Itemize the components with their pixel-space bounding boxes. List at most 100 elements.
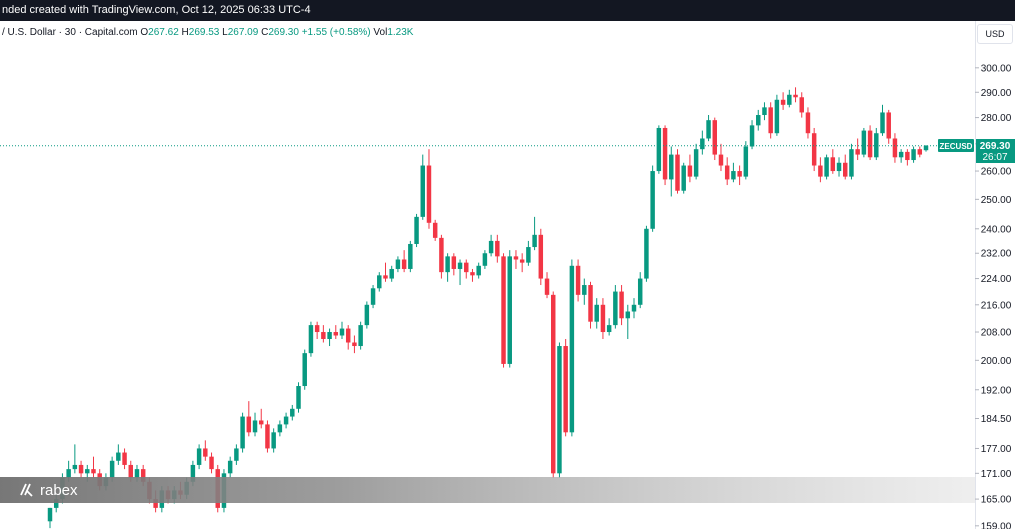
candle-body — [457, 262, 463, 269]
candle-body — [482, 253, 488, 266]
candle-body — [122, 452, 127, 465]
candle — [538, 228, 544, 286]
candle-body — [333, 332, 339, 336]
candle-body — [203, 448, 208, 457]
candle-body — [513, 256, 519, 260]
candle-body — [923, 145, 929, 151]
candle-body — [830, 157, 836, 172]
candle-body — [501, 256, 506, 364]
candle — [756, 109, 761, 131]
candle — [588, 281, 593, 329]
candle-body — [588, 285, 593, 322]
candle — [762, 102, 767, 121]
candle — [401, 250, 407, 273]
candle — [563, 338, 568, 437]
candle — [277, 420, 283, 437]
candle-body — [140, 469, 146, 482]
candle — [47, 507, 53, 529]
candle — [308, 321, 314, 357]
candle — [333, 325, 339, 339]
candle-body — [308, 325, 314, 354]
price-axis-label: 192.00 — [981, 385, 1012, 396]
candle — [625, 304, 631, 339]
candle-body — [240, 416, 245, 449]
currency-button[interactable]: USD — [977, 24, 1013, 44]
candle — [811, 127, 817, 172]
candle-body — [476, 265, 481, 276]
candle-body — [650, 171, 655, 229]
candle — [507, 250, 512, 368]
candle-body — [681, 165, 686, 191]
close-label: C — [261, 27, 269, 38]
candle-body — [91, 469, 96, 474]
candle-body — [824, 157, 829, 177]
candle-body — [314, 325, 320, 333]
ohlc-legend: / U.S. Dollar · 30 · Capital.com O267.62… — [2, 27, 413, 38]
candle-body — [656, 127, 662, 172]
candle — [724, 157, 730, 186]
price-axis-label: 216.00 — [981, 300, 1012, 311]
candle — [693, 143, 699, 180]
open-value: 267.62 — [148, 27, 179, 38]
candle-body — [464, 262, 469, 273]
candle-body — [818, 165, 823, 177]
candle-body — [706, 120, 711, 139]
candle-body — [563, 346, 568, 433]
price-axis-label: 177.00 — [981, 444, 1012, 455]
candle — [290, 404, 295, 421]
candle-body — [693, 149, 699, 177]
candle — [898, 149, 904, 163]
candle — [389, 265, 394, 282]
candle — [656, 125, 662, 174]
candle — [457, 259, 463, 286]
candle — [855, 138, 860, 161]
candle — [594, 298, 599, 329]
candle-body — [575, 265, 581, 295]
watermark-brand: rabex — [40, 482, 78, 499]
candle-body — [861, 130, 867, 155]
price-axis-label: 232.00 — [981, 249, 1012, 260]
candle-body — [345, 328, 351, 343]
candle-body — [234, 448, 239, 461]
candle-body — [569, 265, 575, 433]
candle — [675, 149, 680, 194]
candle — [476, 262, 481, 279]
candle-body — [283, 416, 289, 425]
price-tag: ZECUSD 269.30 26:07 — [938, 139, 1015, 163]
candle-body — [836, 162, 842, 172]
candle — [196, 444, 202, 470]
candle — [718, 143, 724, 172]
candle — [91, 456, 96, 478]
candle-body — [209, 456, 214, 470]
candle — [731, 162, 736, 183]
candle — [861, 127, 867, 158]
candle — [737, 165, 742, 186]
candle — [451, 253, 457, 276]
candle-body — [594, 304, 599, 322]
candle — [470, 268, 475, 282]
candle-body — [53, 499, 59, 508]
candle — [345, 325, 351, 350]
candle-body — [532, 234, 537, 248]
candle-body — [78, 464, 84, 474]
price-axis[interactable]: 300.00290.00280.00270.00260.00250.00240.… — [975, 63, 1012, 529]
candle — [426, 149, 432, 229]
high-label: H — [181, 27, 189, 38]
chart-header: nded created with TradingView.com, Oct 1… — [0, 0, 1015, 21]
candle-body — [631, 304, 637, 312]
candle — [631, 298, 637, 319]
candle — [768, 102, 773, 139]
candle-body — [302, 353, 307, 387]
candle-body — [358, 325, 363, 347]
candle-body — [737, 171, 742, 177]
candle-body — [600, 304, 606, 333]
candle — [892, 133, 898, 163]
candle — [258, 408, 264, 429]
candle-body — [401, 259, 407, 269]
candle — [519, 253, 525, 273]
candle — [780, 92, 786, 110]
candle-body — [724, 165, 730, 180]
candle — [793, 87, 798, 103]
watermark-band: rabex — [0, 477, 975, 503]
